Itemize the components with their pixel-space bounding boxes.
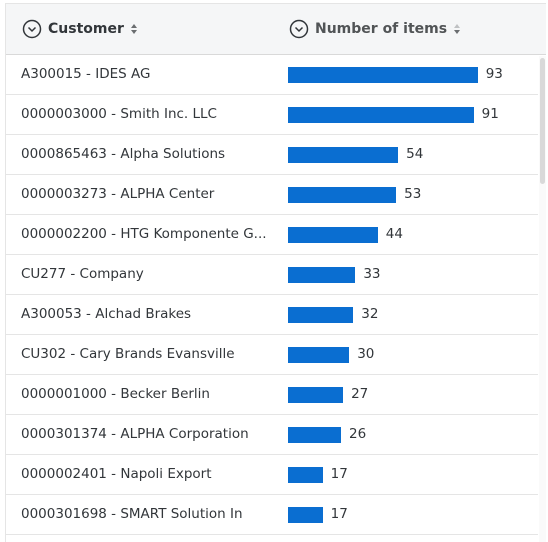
value-label: 17 [330,506,348,522]
value-label: 32 [361,306,379,322]
table-row[interactable]: 0000865463 - Alpha Solutions 54 [6,135,538,175]
value-label: 30 [357,346,375,362]
table-row[interactable]: A300015 - IDES AG 93 [6,55,538,95]
customer-cell: CU277 - Company [21,266,144,282]
customer-cell: 0000003273 - ALPHA Center [21,186,215,202]
value-label: 44 [385,226,403,242]
table-row[interactable]: 0000301374 - ALPHA Corporation 26 [6,415,538,455]
column-header[interactable]: Number of items [289,4,467,54]
bar [288,187,397,203]
customer-cell: 0000001000 - Becker Berlin [21,386,210,402]
table-row[interactable]: 0000301698 - SMART Solution In 17 [6,495,538,535]
customer-cell: 0000865463 - Alpha Solutions [21,146,226,162]
column-menu-icon[interactable] [22,19,42,39]
bar [288,467,323,483]
value-label: 17 [330,466,348,482]
bar [288,107,474,123]
value-label: 33 [363,266,381,282]
table-row[interactable]: CU277 - Company 33 [6,255,538,295]
table-row[interactable]: 0000003273 - ALPHA Center 53 [6,175,538,215]
bar [288,427,342,443]
table-row[interactable]: 0000003000 - Smith Inc. LLC 91 [6,95,538,135]
scrollbar[interactable] [539,56,546,542]
value-label: 91 [481,106,499,122]
customer-cell: 0000003000 - Smith Inc. LLC [21,106,217,122]
column-header[interactable]: Customer [22,4,144,54]
table-row[interactable]: 0000002200 - HTG Komponente G... 44 [6,215,538,255]
table-row[interactable]: CU302 - Cary Brands Evansville 30 [6,335,538,375]
bar [288,147,399,163]
bar [288,307,354,323]
value-label: 93 [485,66,503,82]
table-row[interactable]: 0000001000 - Becker Berlin 27 [6,375,538,415]
header-row: Customer Number of items [6,4,546,55]
customer-cell: A300015 - IDES AG [21,66,151,82]
bar [288,267,356,283]
column-title: Number of items [315,21,448,37]
bar [288,67,478,83]
column-menu-icon[interactable] [289,19,309,39]
sort-icon[interactable] [130,23,138,35]
value-label: 53 [404,186,422,202]
customer-cell: A300053 - Alchad Brakes [21,306,192,322]
table: Customer Number of items A300015 - IDES … [5,3,546,542]
value-label: 26 [349,426,367,442]
bar [288,387,344,403]
value-label: 54 [406,146,424,162]
bar [288,507,323,523]
bar [288,227,378,243]
column-title: Customer [48,21,124,37]
table-row[interactable]: A300053 - Alchad Brakes 32 [6,295,538,335]
customer-cell: 0000002401 - Napoli Export [21,466,212,482]
customer-cell: 0000002200 - HTG Komponente G... [21,226,267,242]
value-label: 27 [351,386,369,402]
customer-cell: 0000301698 - SMART Solution In [21,506,243,522]
table-row[interactable]: 0000002401 - Napoli Export 17 [6,455,538,495]
customer-cell: CU302 - Cary Brands Evansville [21,346,235,362]
customer-cell: 0000301374 - ALPHA Corporation [21,426,249,442]
sort-icon[interactable] [453,23,461,35]
scroll-thumb[interactable] [540,58,545,184]
bar [288,347,350,363]
